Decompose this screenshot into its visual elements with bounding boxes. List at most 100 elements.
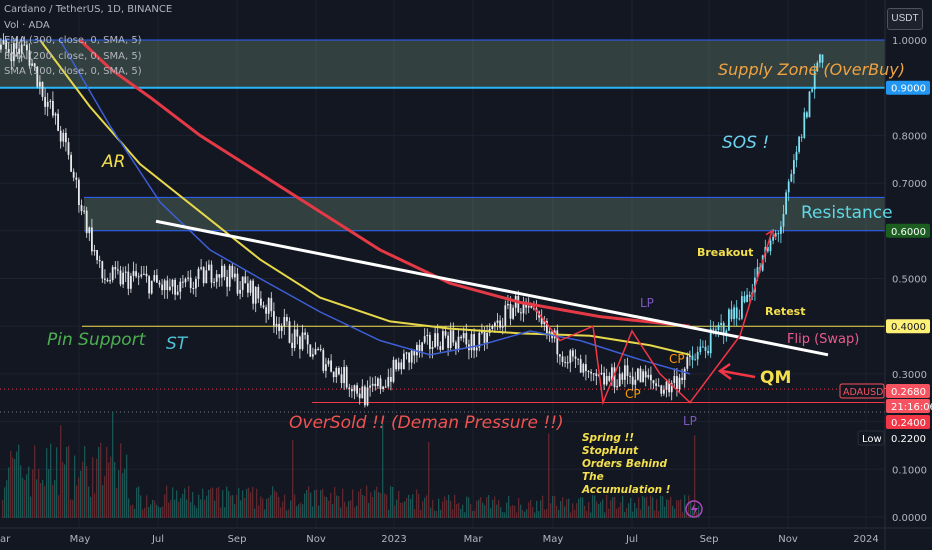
candle-body [104, 278, 106, 280]
volume-bar [194, 505, 196, 518]
candle-body [769, 240, 772, 252]
volume-bar [588, 502, 590, 518]
volume-bar [354, 507, 356, 518]
volume-bar [288, 509, 290, 518]
candle-body [800, 136, 803, 138]
candle-body [20, 44, 23, 54]
volume-bar [360, 488, 362, 518]
volume-bar [474, 510, 476, 518]
volume-bar [586, 511, 588, 518]
volume-bar [376, 486, 378, 518]
candle-body [629, 375, 631, 377]
candle-body [686, 356, 689, 369]
candle-body [501, 325, 504, 328]
volume-bar [532, 507, 534, 518]
volume-bar [324, 496, 326, 518]
candle-body [520, 312, 522, 314]
volume-bar [208, 489, 210, 518]
volume-bar [204, 499, 206, 518]
volume-bar [396, 499, 398, 518]
price-tick-label: 1.0000 [892, 36, 927, 47]
candle-body [41, 81, 44, 97]
volume-bar [616, 508, 618, 518]
volume-bar [578, 498, 580, 518]
volume-bar [128, 498, 130, 518]
candle-body [527, 305, 530, 308]
candle-body [696, 352, 699, 360]
volume-bar [378, 492, 380, 518]
volume-bar [666, 499, 668, 518]
candle-body [109, 280, 111, 282]
volume-bar [514, 505, 516, 518]
volume-bar [228, 491, 230, 518]
candle-body [153, 275, 156, 281]
pin-support-label: Pin Support [47, 330, 146, 350]
volume-bar [394, 505, 396, 518]
time-axis-label: ar [0, 534, 11, 545]
volume-bar [196, 507, 198, 518]
candle-body [426, 334, 429, 337]
volume-bar [4, 487, 6, 518]
volume-bar [550, 503, 552, 518]
candle-body [249, 280, 252, 293]
flip-swap-label: Flip (Swap) [787, 332, 860, 347]
price-tick-label: 0.7000 [892, 179, 927, 190]
candle-body [707, 350, 709, 354]
candle-body [392, 359, 395, 382]
candle-body [241, 276, 244, 290]
volume-bar [504, 512, 506, 518]
volume-bar [318, 505, 320, 518]
volume-bar [198, 494, 200, 518]
volume-bar [644, 497, 646, 518]
price-badge-text: 0.2680 [891, 387, 926, 398]
volume-bar [258, 505, 260, 518]
candle-body [283, 316, 286, 327]
candle-body [161, 284, 163, 291]
currency-unit-button[interactable]: USDT [887, 8, 923, 30]
candle-body [540, 317, 543, 325]
volume-bar [494, 496, 496, 518]
volume-bar [152, 499, 154, 518]
candle-body [351, 388, 353, 392]
volume-bar [414, 509, 416, 518]
volume-bar [316, 489, 318, 518]
volume-bar [172, 487, 174, 518]
volume-bar [676, 499, 678, 518]
volume-bar [286, 510, 288, 518]
candle-body [335, 368, 338, 378]
sos-label: SOS ! [722, 133, 770, 153]
candle-body [332, 371, 335, 378]
volume-bar [202, 488, 204, 518]
volume-bar [468, 497, 470, 518]
ema200-line [39, 39, 691, 356]
candle-body [618, 373, 621, 387]
symbol-tag [839, 383, 885, 399]
candle-body [447, 335, 449, 348]
candle-body [244, 276, 247, 284]
candle-body [702, 346, 704, 348]
candle-body [59, 130, 62, 142]
volume-bar [624, 511, 626, 518]
candle-body [423, 336, 426, 343]
qm-arrow-head [717, 362, 732, 381]
spring-line-4: The [582, 471, 604, 483]
candle-body [208, 264, 210, 271]
oversold-label: OverSold !! (Deman Pressure !!) [289, 413, 564, 433]
candle-body [455, 342, 457, 349]
volume-bar [686, 511, 688, 518]
volume-bar [336, 495, 338, 518]
candle-body [187, 277, 189, 279]
candle-body [613, 367, 616, 388]
volume-bar [256, 488, 258, 518]
volume-bar [214, 500, 216, 518]
volume-bar [306, 490, 308, 518]
volume-bar [368, 502, 370, 518]
candle-body [507, 303, 509, 306]
volume-bar [36, 479, 38, 518]
candle-body [561, 356, 564, 362]
candle-body [496, 320, 499, 323]
candle-body [304, 332, 306, 335]
volume-bar [310, 492, 312, 518]
volume-bar [484, 505, 486, 518]
